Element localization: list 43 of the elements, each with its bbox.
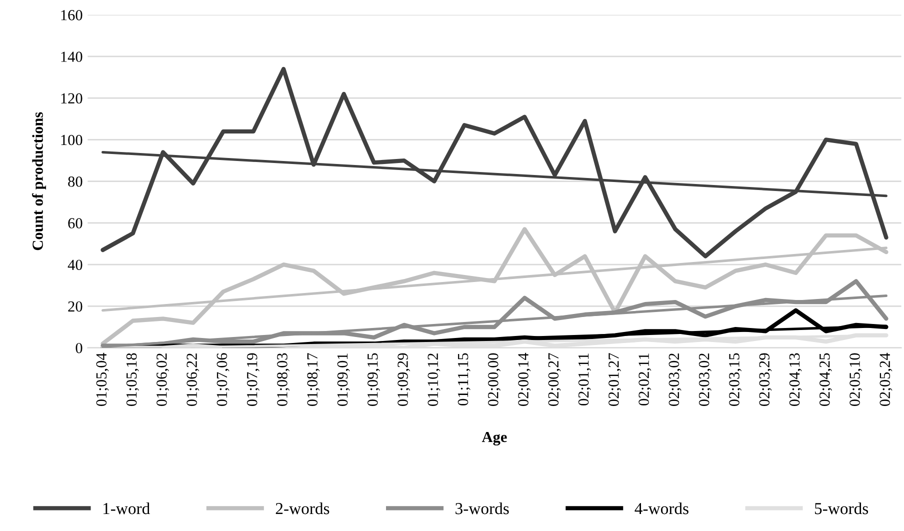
legend-label: 4-words <box>634 502 688 514</box>
x-tick-label: 02;00,14 <box>518 352 531 406</box>
x-axis-title: Age <box>482 432 507 446</box>
y-tick-label: 0 <box>76 342 82 354</box>
y-tick-label: 80 <box>68 176 82 187</box>
x-tick-label: 02;04,13 <box>789 353 802 406</box>
x-tick-label: 01;06,02 <box>156 354 170 406</box>
x-tick-label: 01;09,15 <box>367 353 380 406</box>
legend-label: 1-word <box>103 502 150 514</box>
x-tick-label: 01;06,22 <box>186 354 200 406</box>
y-tick-label: 100 <box>61 134 82 146</box>
legend-label: 3-words <box>456 502 509 514</box>
x-tick-label: 02;03,02 <box>698 354 712 406</box>
y-axis-title: Count of productions <box>32 112 46 250</box>
x-tick-label: 01;11,15 <box>458 353 470 406</box>
x-tick-label: 02;01,27 <box>608 353 622 406</box>
x-tick-label: 02;03,02 <box>668 354 682 406</box>
x-tick-label: 02;00,27 <box>548 353 561 406</box>
x-tick-label: 02;03,15 <box>729 353 742 406</box>
x-tick-label: 01;10,12 <box>428 354 440 406</box>
x-tick-label: 01;05,18 <box>126 353 139 406</box>
x-tick-label: 02;04,25 <box>819 353 832 406</box>
y-tick-label: 20 <box>68 301 82 312</box>
x-tick-label: 01;07,06 <box>216 353 230 406</box>
x-tick-label: 01;07,19 <box>246 353 260 406</box>
legend-label: 5-words <box>814 502 868 514</box>
y-tick-label: 120 <box>61 93 82 104</box>
x-tick-label: 01;09,01 <box>337 354 350 406</box>
y-tick-label: 60 <box>68 218 82 228</box>
x-tick-label: 02;00,00 <box>488 353 501 406</box>
x-tick-label: 01;05,04 <box>96 352 109 406</box>
y-tick-label: 160 <box>61 10 82 20</box>
y-tick-label: 40 <box>68 260 82 270</box>
x-tick-label: 01;08,17 <box>307 353 320 406</box>
x-tick-label: 02;02,11 <box>638 354 652 406</box>
x-tick-label: 02;03,29 <box>759 353 772 406</box>
x-tick-label: 02;05,10 <box>850 353 862 406</box>
y-tick-label: 140 <box>61 52 82 62</box>
x-tick-label: 01;09,29 <box>398 353 410 406</box>
x-tick-label: 02;01,11 <box>578 354 591 406</box>
x-tick-label: 01;08,03 <box>277 353 290 406</box>
x-tick-label: 02;05,24 <box>880 352 892 406</box>
legend-label: 2-words <box>276 502 330 514</box>
